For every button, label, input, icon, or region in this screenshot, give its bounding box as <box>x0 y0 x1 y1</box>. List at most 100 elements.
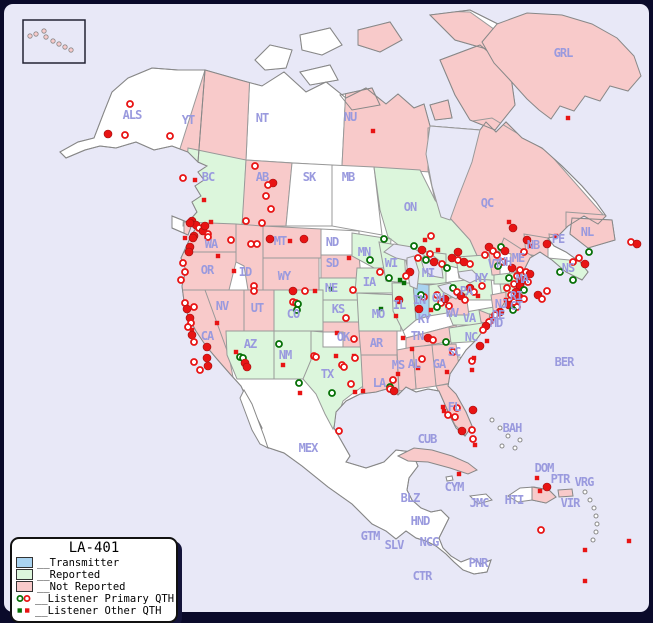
listener-other-red <box>428 307 434 313</box>
region-label-NC: NC <box>465 330 478 344</box>
listener-primary-green <box>410 242 418 250</box>
listener-primary-red <box>335 427 343 435</box>
region-label-GTM: GTM <box>361 529 380 543</box>
swatch-not_reported <box>16 581 33 592</box>
region-label-SC: SC <box>448 345 461 359</box>
listener-primary-red <box>190 338 198 346</box>
region-label-OH: OH <box>432 291 445 305</box>
listener-other-red <box>565 115 571 121</box>
listener-other-red <box>582 578 588 584</box>
listener-other-red <box>409 346 415 352</box>
listener-primary-red <box>493 251 501 259</box>
listener-other-red <box>444 369 450 375</box>
listener-dot-red <box>203 361 213 371</box>
listener-other-red <box>435 247 441 253</box>
region-label-UT: UT <box>251 301 264 315</box>
region-label-PTR: PTR <box>551 472 571 486</box>
small-island <box>497 425 503 431</box>
greenland <box>481 12 642 120</box>
listener-dot-red <box>542 239 552 249</box>
small-island <box>489 417 495 423</box>
listener-primary-red <box>491 311 499 319</box>
listener-other-red <box>233 349 239 355</box>
listener-primary-red <box>204 233 212 241</box>
region-label-WY: WY <box>278 269 292 283</box>
listener-dot-red <box>288 286 298 296</box>
listener-other-red <box>503 297 509 303</box>
listener-other-red <box>400 335 406 341</box>
listener-other-red <box>472 442 478 448</box>
region-label-NS: NS <box>562 261 575 275</box>
region-label-MS: MS <box>392 358 405 372</box>
hawaii-island <box>27 33 33 39</box>
region-label-CA: CA <box>201 329 215 343</box>
listener-other-red <box>370 128 376 134</box>
listener-primary-red <box>453 404 461 412</box>
listener-dot-red <box>525 269 535 279</box>
grand-cayman <box>445 475 454 482</box>
listener-other-green <box>401 280 407 286</box>
listener-other-red <box>484 338 490 344</box>
region-label-SLV: SLV <box>385 538 404 552</box>
listener-dot-red <box>508 223 518 233</box>
region-label-AL: AL <box>408 357 421 371</box>
listener-primary-green <box>509 306 517 314</box>
legend-item-1: __Reported <box>16 569 172 581</box>
listener-primary-red <box>389 376 397 384</box>
listener-primary-red <box>444 411 452 419</box>
region-label-ND: ND <box>326 235 339 249</box>
region-label-HTI: HTI <box>505 493 524 507</box>
listener-dot-red <box>200 221 210 231</box>
listener-primary-red <box>179 259 187 267</box>
small-island <box>582 489 588 495</box>
region-label-MI: MI <box>422 266 435 280</box>
listener-primary-red <box>376 268 384 276</box>
listener-primary-green <box>385 274 393 282</box>
listener-primary-green <box>443 264 451 272</box>
region-label-SD: SD <box>326 256 339 270</box>
listener-primary-red <box>177 276 185 284</box>
listener-primary-red <box>524 278 532 286</box>
region-label-CO: CO <box>287 307 300 321</box>
listener-primary-green <box>569 276 577 284</box>
listener-dot-red <box>265 234 275 244</box>
listener-primary-red <box>242 217 250 225</box>
region-label-TX: TX <box>321 367 335 381</box>
listener-primary-green <box>556 268 564 276</box>
hawaii-inset <box>22 19 86 64</box>
small-island <box>587 497 593 503</box>
listener-primary-red <box>451 413 459 421</box>
listener-primary-red <box>347 380 355 388</box>
region-label-NJ: NJ <box>495 297 507 311</box>
listener-dot-red <box>542 482 552 492</box>
baja-california <box>239 388 269 449</box>
listener-dot-red <box>103 129 113 139</box>
region-label-AB: AB <box>256 170 269 184</box>
listener-primary-red <box>466 260 474 268</box>
listener-primary-green <box>380 235 388 243</box>
listener-primary-red <box>537 526 545 534</box>
region-label-IA: IA <box>363 275 377 289</box>
listener-other-red <box>312 288 318 294</box>
listener-dot-red <box>242 362 252 372</box>
region-label-ALS: ALS <box>123 108 142 122</box>
region-label-NH: NH <box>499 255 512 269</box>
hawaii-island <box>43 34 49 40</box>
region-label-WI: WI <box>385 256 398 270</box>
listener-other-red <box>201 197 207 203</box>
region-label-PNR: PNR <box>469 556 489 570</box>
listener-primary-red <box>181 268 189 276</box>
region-label-MN: MN <box>358 245 371 259</box>
listener-dot-red <box>182 304 192 314</box>
listener-primary-red <box>227 236 235 244</box>
listener-primary-green <box>422 256 430 264</box>
listener-primary-red <box>449 348 457 356</box>
legend-box: LA-401 __Transmitter __Reported __Not Repo… <box>10 537 178 623</box>
listener-dot-red <box>475 341 485 351</box>
listener-primary-red <box>513 272 521 280</box>
region-label-CT: CT <box>510 299 523 313</box>
listener-other-red <box>456 471 462 477</box>
small-island <box>512 445 518 451</box>
region-label-NU: NU <box>344 110 357 124</box>
listener-primary-green <box>433 303 441 311</box>
